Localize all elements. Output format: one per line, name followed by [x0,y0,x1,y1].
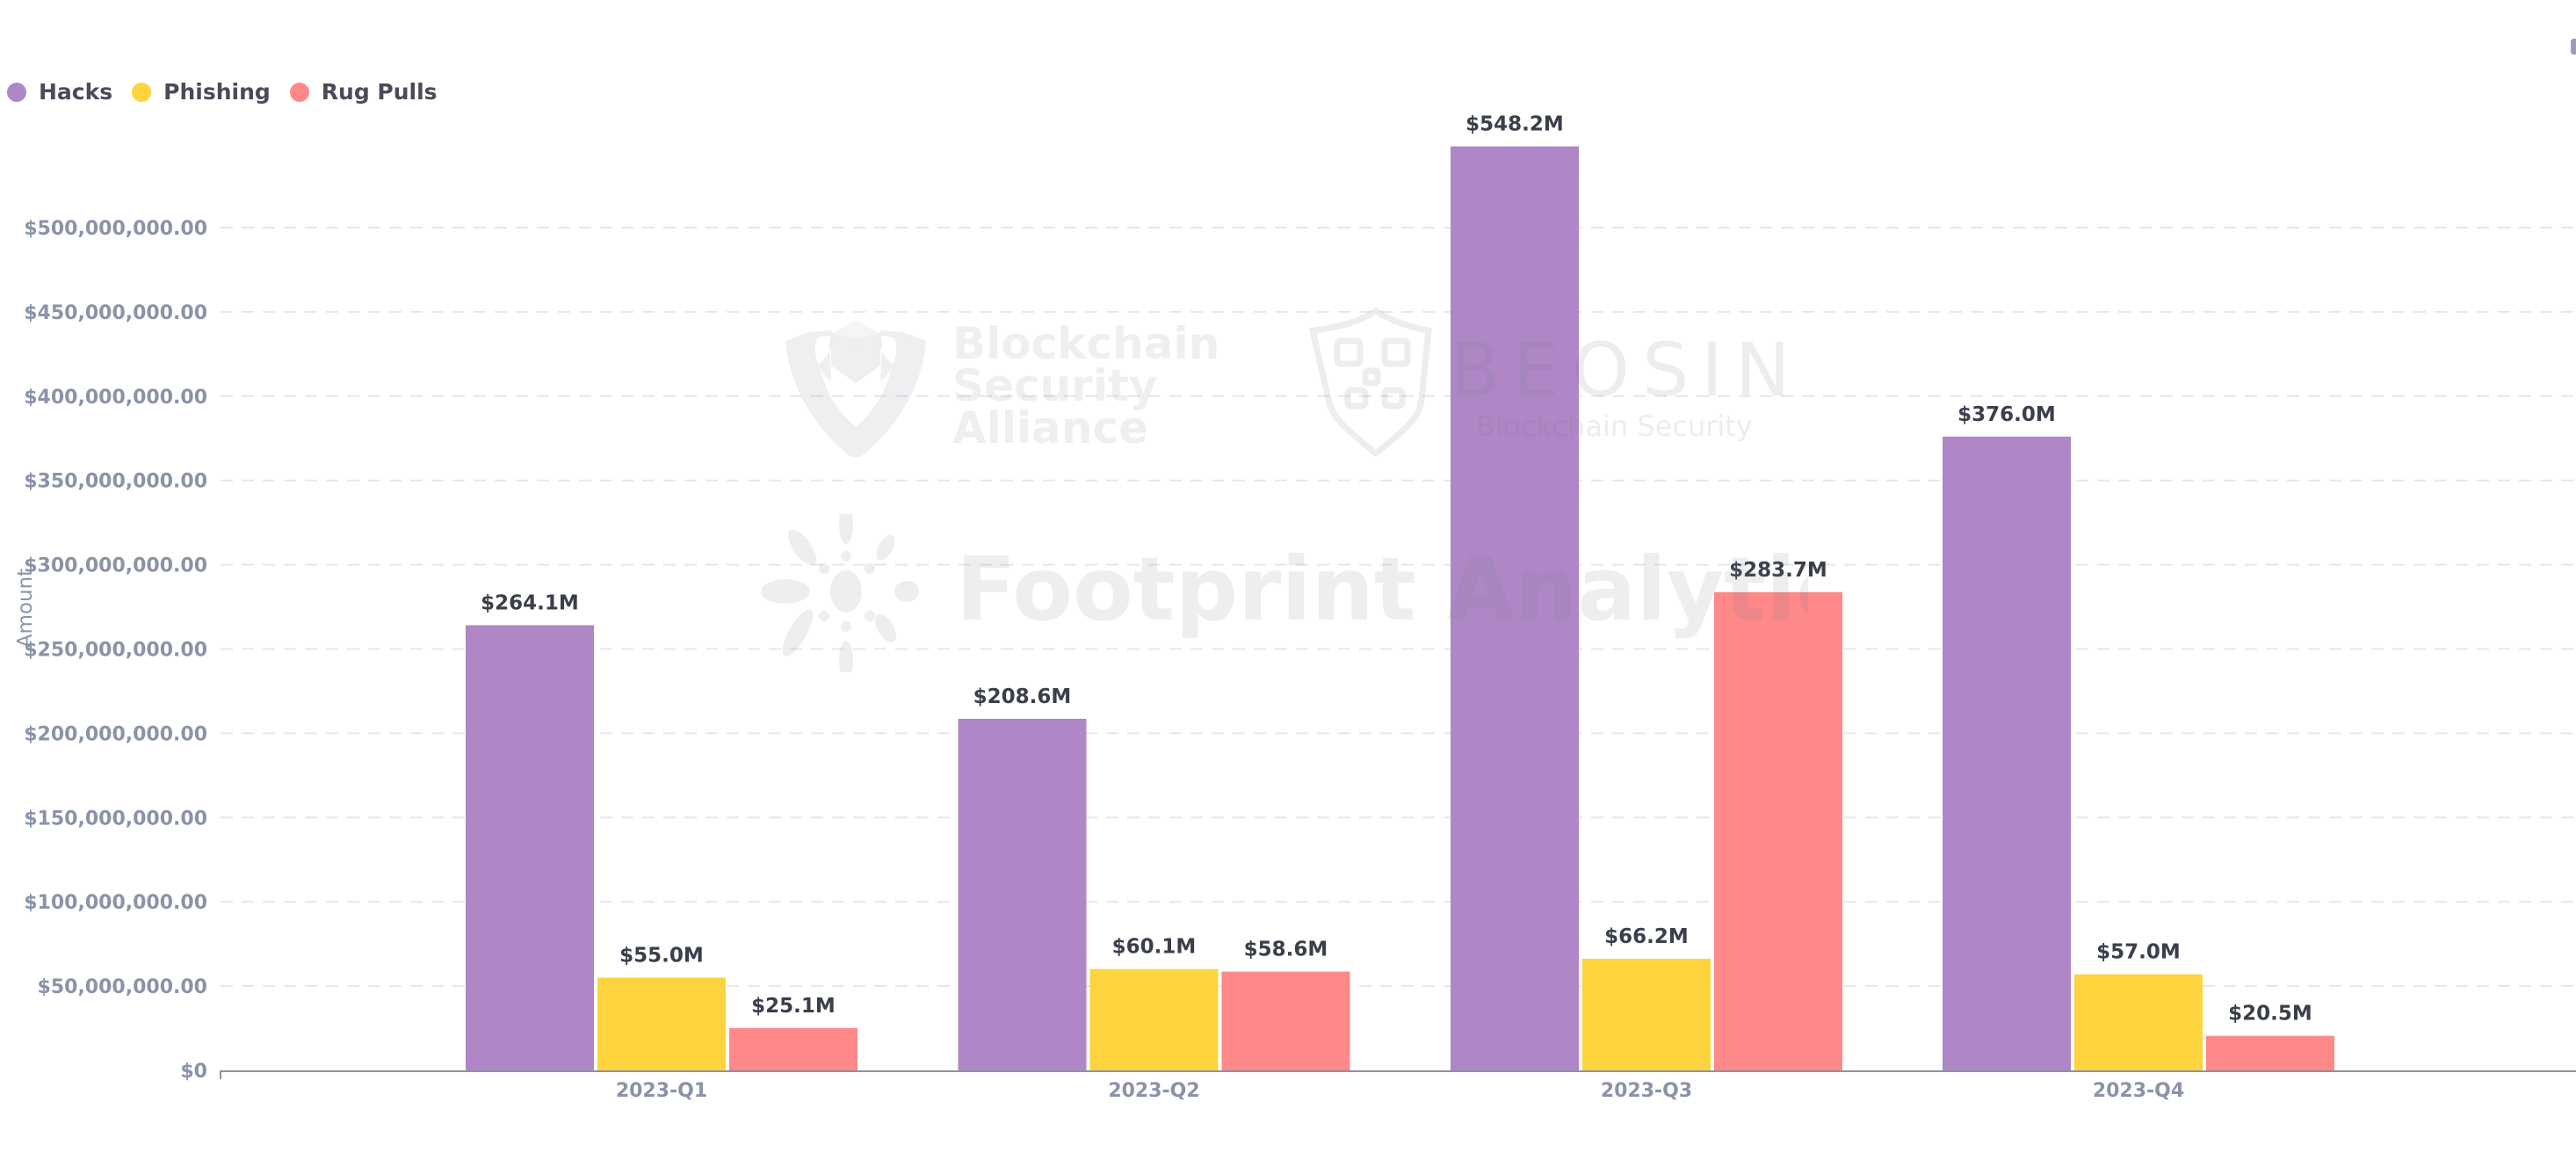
y-axis-label: Amount [14,569,37,648]
bars [466,146,2334,1071]
bar-value-label: $283.7M [1729,559,1827,582]
y-tick-label: $150,000,000.00 [24,808,207,830]
y-tick-label: $200,000,000.00 [24,723,207,745]
bar-value-label: $208.6M [973,685,1072,708]
bar-phishing[interactable] [1089,968,1219,1070]
legend-label: Rug Pulls [321,79,438,105]
y-tick-label: $500,000,000.00 [24,218,207,240]
x-tick-label: 2023-Q2 [1108,1080,1199,1102]
y-tick-label: $250,000,000.00 [24,640,207,662]
bar-value-label: $66.2M [1604,925,1689,948]
legend-dot-icon [132,82,152,102]
y-tick-label: $300,000,000.00 [24,555,207,577]
bar-rug-pulls[interactable] [2206,1035,2334,1070]
bar-rug-pulls[interactable] [1714,591,1842,1070]
y-tick-label: $50,000,000.00 [38,976,207,998]
x-axis: 2023-Q1 2023-Q2 2023-Q3 2023-Q4 [220,1070,2576,1102]
x-tick-label: 2023-Q3 [1601,1080,1692,1102]
legend-label: Hacks [39,79,113,105]
bar-hacks[interactable] [466,625,594,1070]
bar-value-label: $376.0M [1957,403,2056,426]
bar-rug-pulls[interactable] [1221,971,1350,1070]
bar-value-label: $58.6M [1244,939,1328,961]
bar-hacks[interactable] [1451,146,1579,1071]
y-tick-label: $400,000,000.00 [24,387,207,409]
chart-legend: Hacks Phishing Rug Pulls [7,79,457,105]
legend-dot-icon [289,82,309,102]
y-tick-label: $450,000,000.00 [24,302,207,324]
x-tick-label: 2023-Q1 [616,1080,707,1102]
y-tick-label: $100,000,000.00 [24,892,207,914]
bar-value-label: $264.1M [481,591,579,614]
bar-value-label: $57.0M [2096,941,2181,964]
bar-rug-pulls[interactable] [729,1027,857,1070]
bar-value-label: $548.2M [1465,113,1564,136]
y-axis-ticks: $0 $50,000,000.00 $100,000,000.00 $150,000,… [24,218,207,1083]
bar-hacks[interactable] [958,718,1087,1070]
legend-dot-icon [7,82,26,102]
bar-phishing[interactable] [597,977,726,1070]
bar-hacks[interactable] [1943,436,2071,1070]
legend-pager-icon[interactable] [2571,39,2576,54]
legend-item-phishing[interactable]: Phishing [132,79,271,105]
legend-item-hacks[interactable]: Hacks [7,79,112,105]
legend-label: Phishing [163,79,271,105]
bar-phishing[interactable] [2074,974,2203,1070]
y-tick-label: $0 [180,1061,207,1083]
y-tick-label: $350,000,000.00 [24,471,207,493]
bar-value-label: $55.0M [619,945,704,968]
x-tick-label: 2023-Q4 [2093,1080,2184,1102]
bar-value-label: $60.1M [1112,936,1197,959]
bar-value-label: $20.5M [2228,1003,2312,1026]
legend-item-rug-pulls[interactable]: Rug Pulls [289,79,438,105]
bar-phishing[interactable] [1582,959,1711,1070]
bar-value-label: $25.1M [751,995,836,1018]
value-labels: $264.1M $208.6M $548.2M $376.0M $55.0M $60.1M… [481,113,2312,1026]
